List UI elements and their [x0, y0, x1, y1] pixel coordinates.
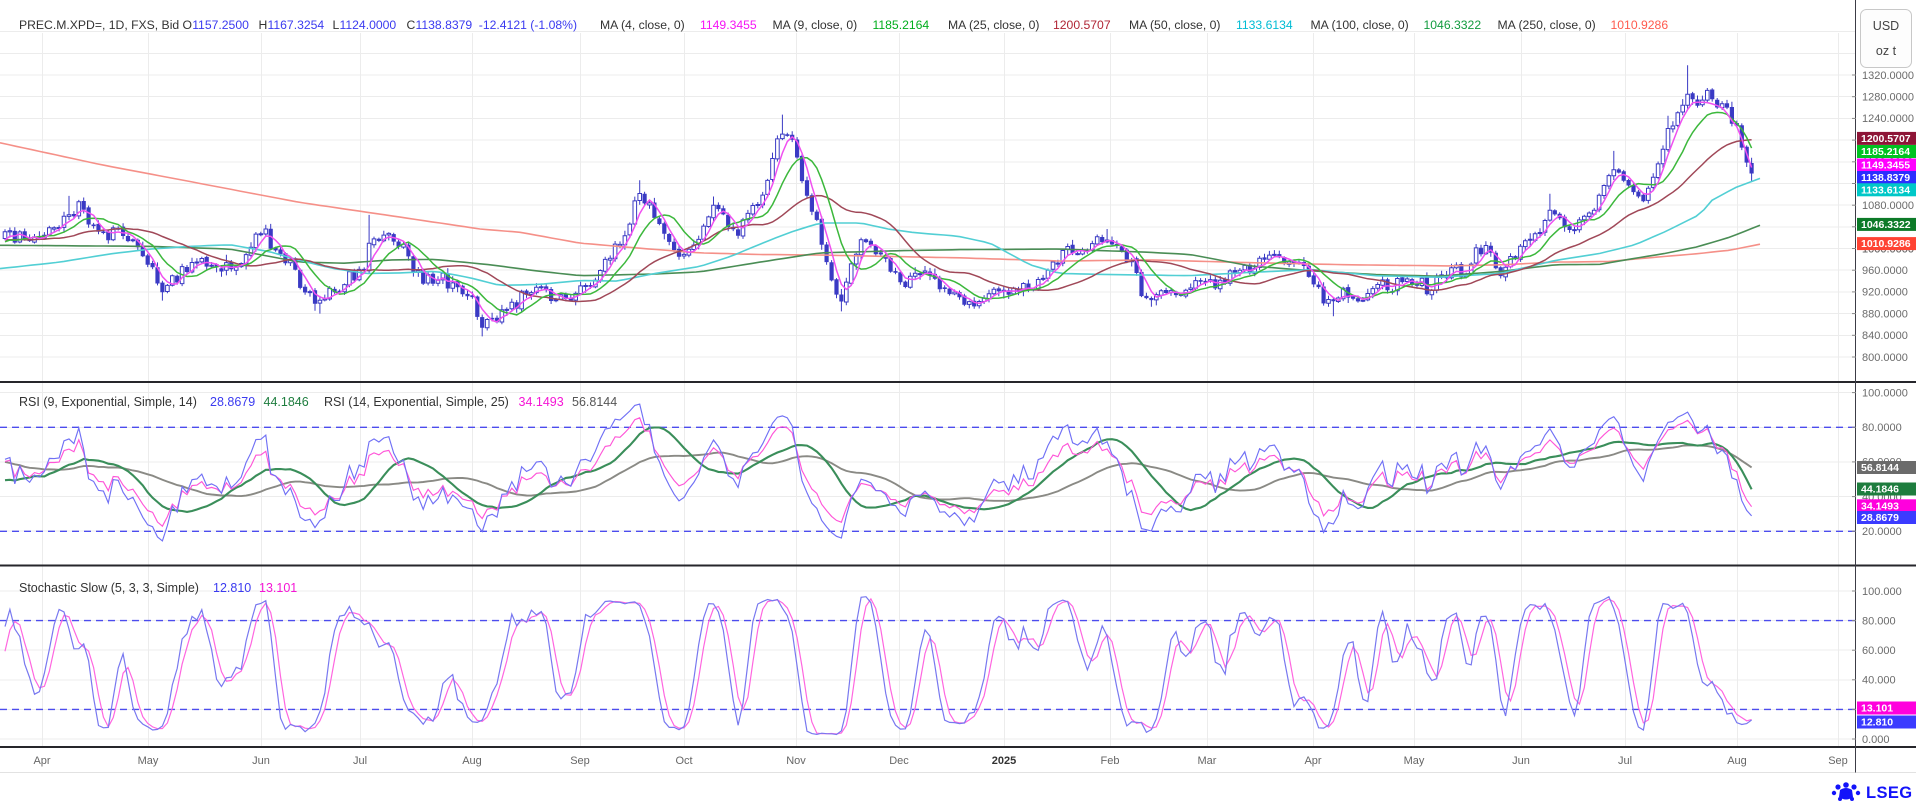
svg-text:MA (250, close, 0): MA (250, close, 0) — [1498, 18, 1596, 32]
svg-text:1240.0000: 1240.0000 — [1862, 113, 1914, 125]
svg-text:20.0000: 20.0000 — [1862, 526, 1902, 538]
svg-text:34.1493: 34.1493 — [519, 395, 564, 409]
svg-text:13.101: 13.101 — [259, 581, 297, 595]
svg-text:O: O — [183, 18, 192, 32]
svg-text:12.810: 12.810 — [1861, 717, 1893, 729]
svg-text:C: C — [407, 18, 416, 32]
svg-text:13.101: 13.101 — [1861, 703, 1893, 715]
svg-text:1149.3455: 1149.3455 — [1861, 160, 1910, 172]
svg-text:PREC.M.XPD=, 1D, FXS, Bid: PREC.M.XPD=, 1D, FXS, Bid — [19, 18, 179, 32]
svg-text:Sep: Sep — [570, 755, 590, 767]
svg-text:RSI (9, Exponential, Simple, 1: RSI (9, Exponential, Simple, 14) — [19, 395, 197, 409]
svg-text:44.1846: 44.1846 — [1861, 484, 1899, 496]
svg-text:1185.2164: 1185.2164 — [873, 18, 930, 32]
svg-text:MA (4, close, 0): MA (4, close, 0) — [600, 18, 685, 32]
svg-text:80.000: 80.000 — [1862, 615, 1896, 627]
svg-text:840.0000: 840.0000 — [1862, 330, 1908, 342]
svg-text:44.1846: 44.1846 — [264, 395, 309, 409]
svg-text:Oct: Oct — [675, 755, 692, 767]
svg-text:34.1493: 34.1493 — [1861, 500, 1899, 512]
svg-text:Sep: Sep — [1828, 755, 1848, 767]
svg-text:MA (25, close, 0): MA (25, close, 0) — [948, 18, 1039, 32]
svg-text:800.0000: 800.0000 — [1862, 352, 1908, 364]
svg-text:920.0000: 920.0000 — [1862, 287, 1908, 299]
svg-text:Apr: Apr — [1304, 755, 1321, 767]
svg-text:1157.2500: 1157.2500 — [192, 18, 249, 32]
svg-text:100.000: 100.000 — [1862, 586, 1902, 598]
svg-text:Jul: Jul — [1618, 755, 1632, 767]
svg-text:60.000: 60.000 — [1862, 645, 1896, 657]
svg-text:Aug: Aug — [1727, 755, 1747, 767]
svg-text:Jul: Jul — [353, 755, 367, 767]
svg-text:1200.5707: 1200.5707 — [1053, 18, 1111, 32]
svg-text:1133.6134: 1133.6134 — [1236, 18, 1293, 32]
svg-text:May: May — [138, 755, 159, 767]
svg-text:56.8144: 56.8144 — [572, 395, 617, 409]
svg-text:H: H — [259, 18, 268, 32]
svg-text:USD: USD — [1873, 19, 1899, 33]
svg-text:2025: 2025 — [992, 755, 1016, 767]
svg-text:1010.9286: 1010.9286 — [1611, 18, 1669, 32]
svg-text:1046.3322: 1046.3322 — [1424, 18, 1482, 32]
svg-text:1149.3455: 1149.3455 — [700, 18, 757, 32]
svg-text:Mar: Mar — [1198, 755, 1217, 767]
svg-text:56.8144: 56.8144 — [1861, 462, 1899, 474]
svg-text:1080.0000: 1080.0000 — [1862, 200, 1914, 212]
svg-text:May: May — [1404, 755, 1425, 767]
svg-text:1138.8379: 1138.8379 — [416, 18, 473, 32]
svg-text:1320.0000: 1320.0000 — [1862, 70, 1914, 82]
svg-text:L: L — [333, 18, 340, 32]
svg-text:MA (100, close, 0): MA (100, close, 0) — [1311, 18, 1409, 32]
svg-text:LSEG: LSEG — [1866, 784, 1913, 802]
svg-text:1200.5707: 1200.5707 — [1861, 133, 1911, 145]
svg-text:100.0000: 100.0000 — [1862, 387, 1908, 399]
svg-text:Feb: Feb — [1101, 755, 1120, 767]
svg-text:Jun: Jun — [252, 755, 270, 767]
svg-text:1167.3254: 1167.3254 — [268, 18, 325, 32]
svg-text:960.0000: 960.0000 — [1862, 265, 1908, 277]
svg-text:MA (9, close, 0): MA (9, close, 0) — [773, 18, 858, 32]
svg-text:Aug: Aug — [462, 755, 482, 767]
svg-text:Dec: Dec — [889, 755, 909, 767]
svg-text:1185.2164: 1185.2164 — [1861, 146, 1910, 158]
svg-text:oz t: oz t — [1876, 44, 1897, 58]
svg-text:80.0000: 80.0000 — [1862, 422, 1902, 434]
svg-text:1138.8379: 1138.8379 — [1861, 172, 1910, 184]
svg-text:Apr: Apr — [33, 755, 50, 767]
svg-text:12.810: 12.810 — [213, 581, 251, 595]
svg-text:0.000: 0.000 — [1862, 734, 1890, 746]
svg-text:40.000: 40.000 — [1862, 675, 1896, 687]
svg-text:MA (50, close, 0): MA (50, close, 0) — [1129, 18, 1220, 32]
svg-text:28.8679: 28.8679 — [1861, 512, 1899, 524]
svg-text:RSI (14, Exponential, Simple,: RSI (14, Exponential, Simple, 25) — [324, 395, 509, 409]
svg-text:1046.3322: 1046.3322 — [1861, 219, 1911, 231]
svg-text:1010.9286: 1010.9286 — [1861, 238, 1911, 250]
svg-text:1280.0000: 1280.0000 — [1862, 92, 1914, 104]
svg-text:-12.4121 (-1.08%): -12.4121 (-1.08%) — [479, 18, 577, 32]
svg-text:Jun: Jun — [1512, 755, 1530, 767]
svg-text:1124.0000: 1124.0000 — [340, 18, 397, 32]
svg-text:Nov: Nov — [786, 755, 806, 767]
svg-text:880.0000: 880.0000 — [1862, 308, 1908, 320]
svg-text:28.8679: 28.8679 — [210, 395, 255, 409]
svg-text:1133.6134: 1133.6134 — [1861, 184, 1910, 196]
svg-text:Stochastic Slow (5, 3, 3, Simp: Stochastic Slow (5, 3, 3, Simple) — [19, 581, 199, 595]
